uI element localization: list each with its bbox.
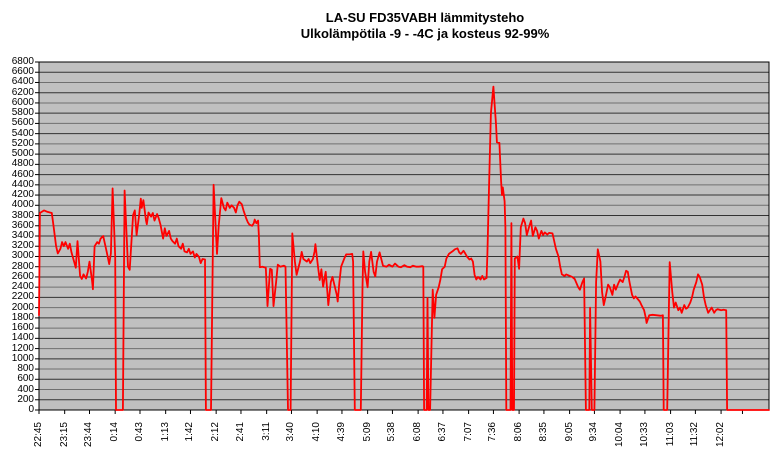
- y-axis-label: 2600: [11, 270, 34, 282]
- chart-title-block: LA-SU FD35VABH lämmitysteho Ulkolämpötil…: [301, 10, 550, 42]
- y-axis-label: 3800: [11, 209, 34, 221]
- x-axis-label: 12:02: [715, 422, 727, 448]
- y-axis-label: 5400: [11, 127, 34, 139]
- series-line: [38, 85, 770, 411]
- y-axis-label: 1400: [11, 332, 34, 344]
- chart-subtitle: Ulkolämpötila -9 - -4C ja kosteus 92-99%: [300, 26, 550, 41]
- y-axis-label: 0: [28, 404, 34, 415]
- x-axis-label: 23:15: [58, 422, 70, 448]
- y-axis-label: 4200: [11, 189, 34, 201]
- x-axis-label: 4:39: [335, 422, 347, 442]
- y-axis-label: 2800: [11, 260, 34, 272]
- y-axis-label: 4600: [11, 168, 34, 180]
- x-axis-label: 7:36: [487, 422, 499, 442]
- x-axis-label: 9:34: [588, 422, 600, 442]
- x-axis-label: 2:12: [210, 422, 222, 442]
- x-axis-label: 11:03: [664, 422, 676, 447]
- y-axis-label: 2200: [11, 291, 34, 303]
- y-axis-label: 3000: [11, 250, 34, 262]
- x-axis-label: 10:04: [614, 422, 626, 448]
- x-axis-label: 9:05: [563, 422, 575, 442]
- y-axis-label: 6200: [11, 86, 34, 98]
- x-axis-label: 0:43: [133, 422, 145, 442]
- y-axis-label: 1600: [11, 322, 34, 334]
- y-axis-label: 3200: [11, 240, 34, 252]
- y-axis-label: 6400: [11, 76, 34, 88]
- x-axis-label: 1:13: [159, 422, 171, 442]
- chart-title: LA-SU FD35VABH lämmitysteho: [325, 10, 525, 25]
- x-axis-label: 6:08: [412, 422, 424, 442]
- y-axis-label: 5200: [11, 137, 34, 149]
- y-axis-label: 1000: [11, 352, 34, 364]
- y-axis-label: 6800: [11, 56, 34, 67]
- y-axis-label: 2000: [11, 301, 34, 313]
- x-axis-label: 2:41: [234, 422, 246, 442]
- x-axis-label: 8:06: [513, 422, 525, 442]
- x-axis-label: 5:38: [386, 422, 398, 442]
- x-axis-label: 8:35: [537, 422, 549, 442]
- x-axis-label: 4:10: [311, 422, 323, 442]
- y-axis-label: 4000: [11, 199, 34, 211]
- y-axis-label: 600: [17, 373, 34, 385]
- y-axis-label: 1800: [11, 311, 34, 323]
- x-axis-label: 7:07: [462, 422, 474, 442]
- x-axis-label: 23:44: [83, 422, 95, 448]
- y-axis-label: 6000: [11, 96, 34, 108]
- y-axis-label: 4800: [11, 158, 34, 170]
- y-axis-label: 400: [17, 383, 34, 395]
- y-axis-label: 6600: [11, 66, 34, 78]
- x-axis-label: 0:14: [109, 422, 121, 442]
- y-axis-label: 4400: [11, 178, 34, 190]
- x-axis-label: 22:45: [33, 422, 44, 448]
- y-axis-label: 5800: [11, 107, 34, 119]
- y-axis-label: 3400: [11, 230, 34, 241]
- x-axis-label: 3:40: [285, 422, 297, 442]
- x-axis-label: 11:32: [689, 422, 701, 447]
- x-axis-label: 5:09: [361, 422, 373, 442]
- y-axis-label: 3600: [11, 219, 34, 231]
- y-axis-label: 2400: [11, 281, 34, 293]
- y-axis-label: 200: [17, 393, 34, 405]
- x-axis-label: 10:33: [638, 422, 650, 448]
- x-axis-label: 1:42: [184, 422, 196, 442]
- y-axis-label: 800: [17, 363, 34, 375]
- y-axis-label: 5000: [11, 148, 34, 160]
- y-axis-label: 5600: [11, 117, 34, 129]
- x-axis-label: 6:37: [436, 422, 448, 442]
- x-axis-label: 3:11: [260, 422, 272, 441]
- y-axis-label: 1200: [11, 342, 34, 354]
